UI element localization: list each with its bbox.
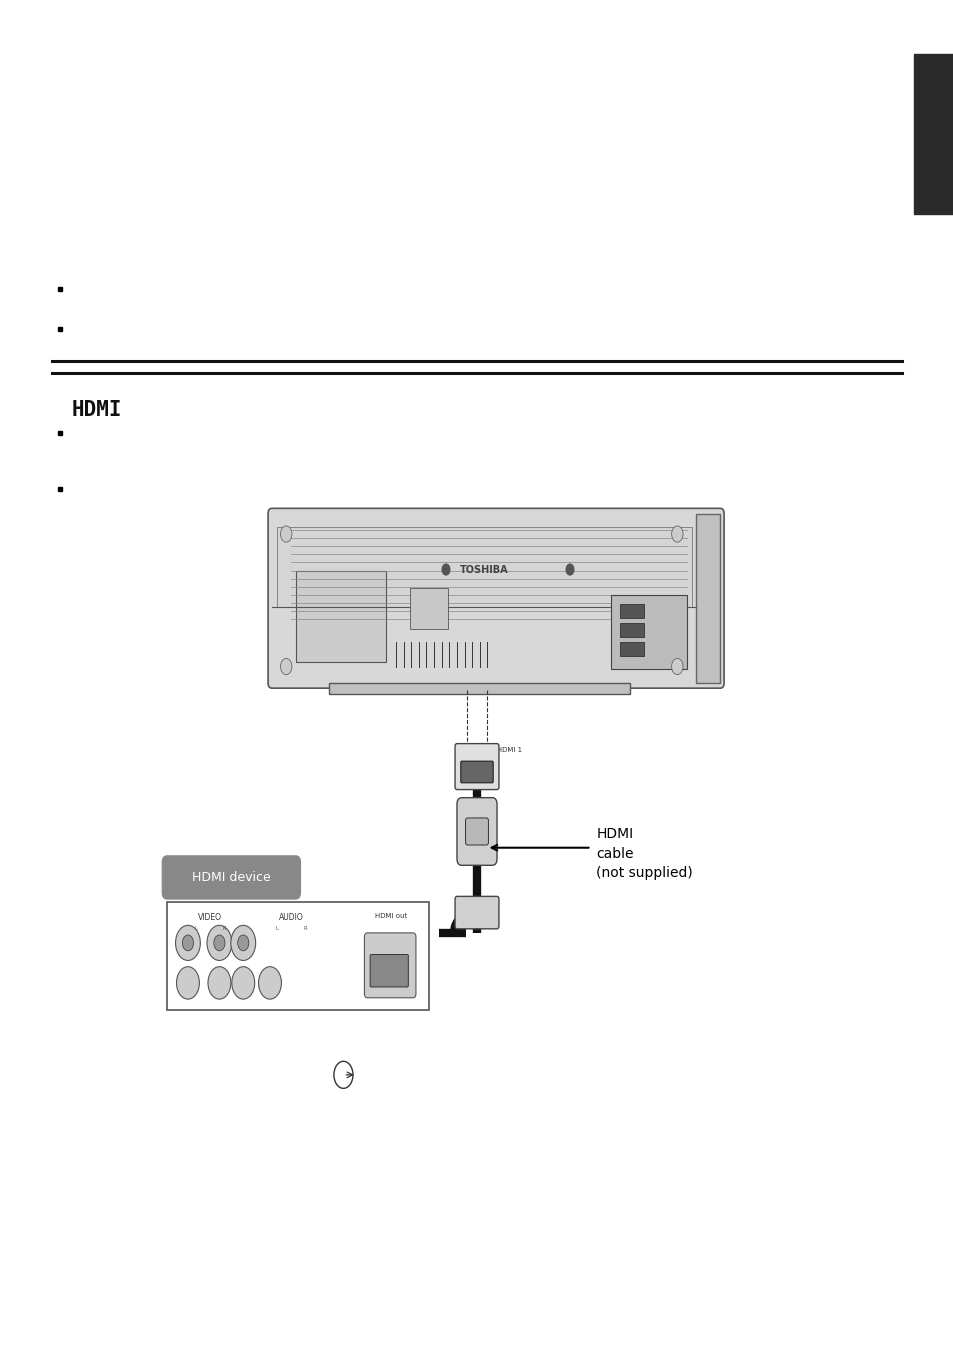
Text: HDMI
cable
(not supplied): HDMI cable (not supplied) [596,827,692,880]
FancyBboxPatch shape [268,508,723,688]
Text: AUDIO: AUDIO [278,913,303,922]
Circle shape [334,1061,353,1088]
FancyBboxPatch shape [370,955,408,987]
Bar [619,604,643,618]
Circle shape [566,564,574,575]
Text: VIDEO: VIDEO [197,913,222,922]
Bar [619,623,643,637]
Bar [295,571,386,662]
Text: HDMI: HDMI [71,400,122,419]
Text: →HDMI 1: →HDMI 1 [491,748,522,753]
Text: HDMI device: HDMI device [192,871,271,884]
Text: HDMI out: HDMI out [375,913,407,918]
Circle shape [182,936,193,950]
Circle shape [207,925,232,960]
Bar [410,588,448,629]
Circle shape [442,564,450,575]
Circle shape [213,936,225,950]
Bar [610,595,686,669]
Text: L: L [193,926,197,932]
Circle shape [671,526,682,542]
FancyBboxPatch shape [162,856,300,899]
FancyBboxPatch shape [456,798,497,865]
FancyBboxPatch shape [455,896,498,929]
Text: TOSHIBA: TOSHIBA [459,565,508,575]
Circle shape [280,658,292,675]
FancyBboxPatch shape [465,818,488,845]
FancyBboxPatch shape [455,744,498,790]
Text: R: R [222,926,226,932]
Circle shape [237,936,249,950]
Circle shape [175,925,200,960]
Bar [167,902,429,1010]
FancyBboxPatch shape [364,933,416,998]
Bar [696,514,720,683]
Bar [329,683,629,694]
Circle shape [231,925,255,960]
Circle shape [232,967,254,999]
Bar [276,527,691,607]
Circle shape [258,967,281,999]
Circle shape [176,967,199,999]
Circle shape [671,658,682,675]
Bar [913,54,953,214]
Circle shape [208,967,231,999]
Text: L: L [274,926,278,932]
Text: R: R [303,926,307,932]
Circle shape [280,526,292,542]
FancyBboxPatch shape [460,761,493,783]
Bar [619,642,643,656]
